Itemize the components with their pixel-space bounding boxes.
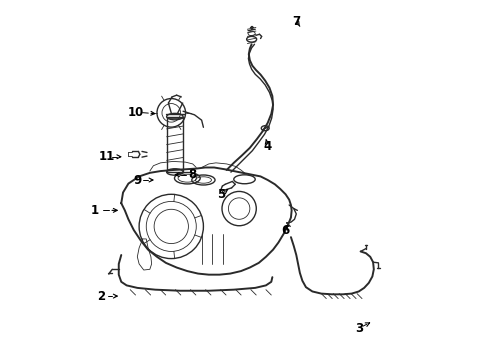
- Text: 3: 3: [354, 322, 362, 335]
- Text: 4: 4: [263, 140, 271, 153]
- Text: 9: 9: [133, 174, 141, 186]
- Text: 11: 11: [99, 150, 115, 163]
- Text: 6: 6: [281, 224, 289, 237]
- Text: 8: 8: [188, 168, 197, 181]
- Text: 1: 1: [90, 204, 98, 217]
- Text: 2: 2: [97, 289, 105, 303]
- Text: 5: 5: [217, 188, 225, 201]
- Text: 10: 10: [127, 105, 143, 119]
- Text: 7: 7: [292, 14, 300, 27]
